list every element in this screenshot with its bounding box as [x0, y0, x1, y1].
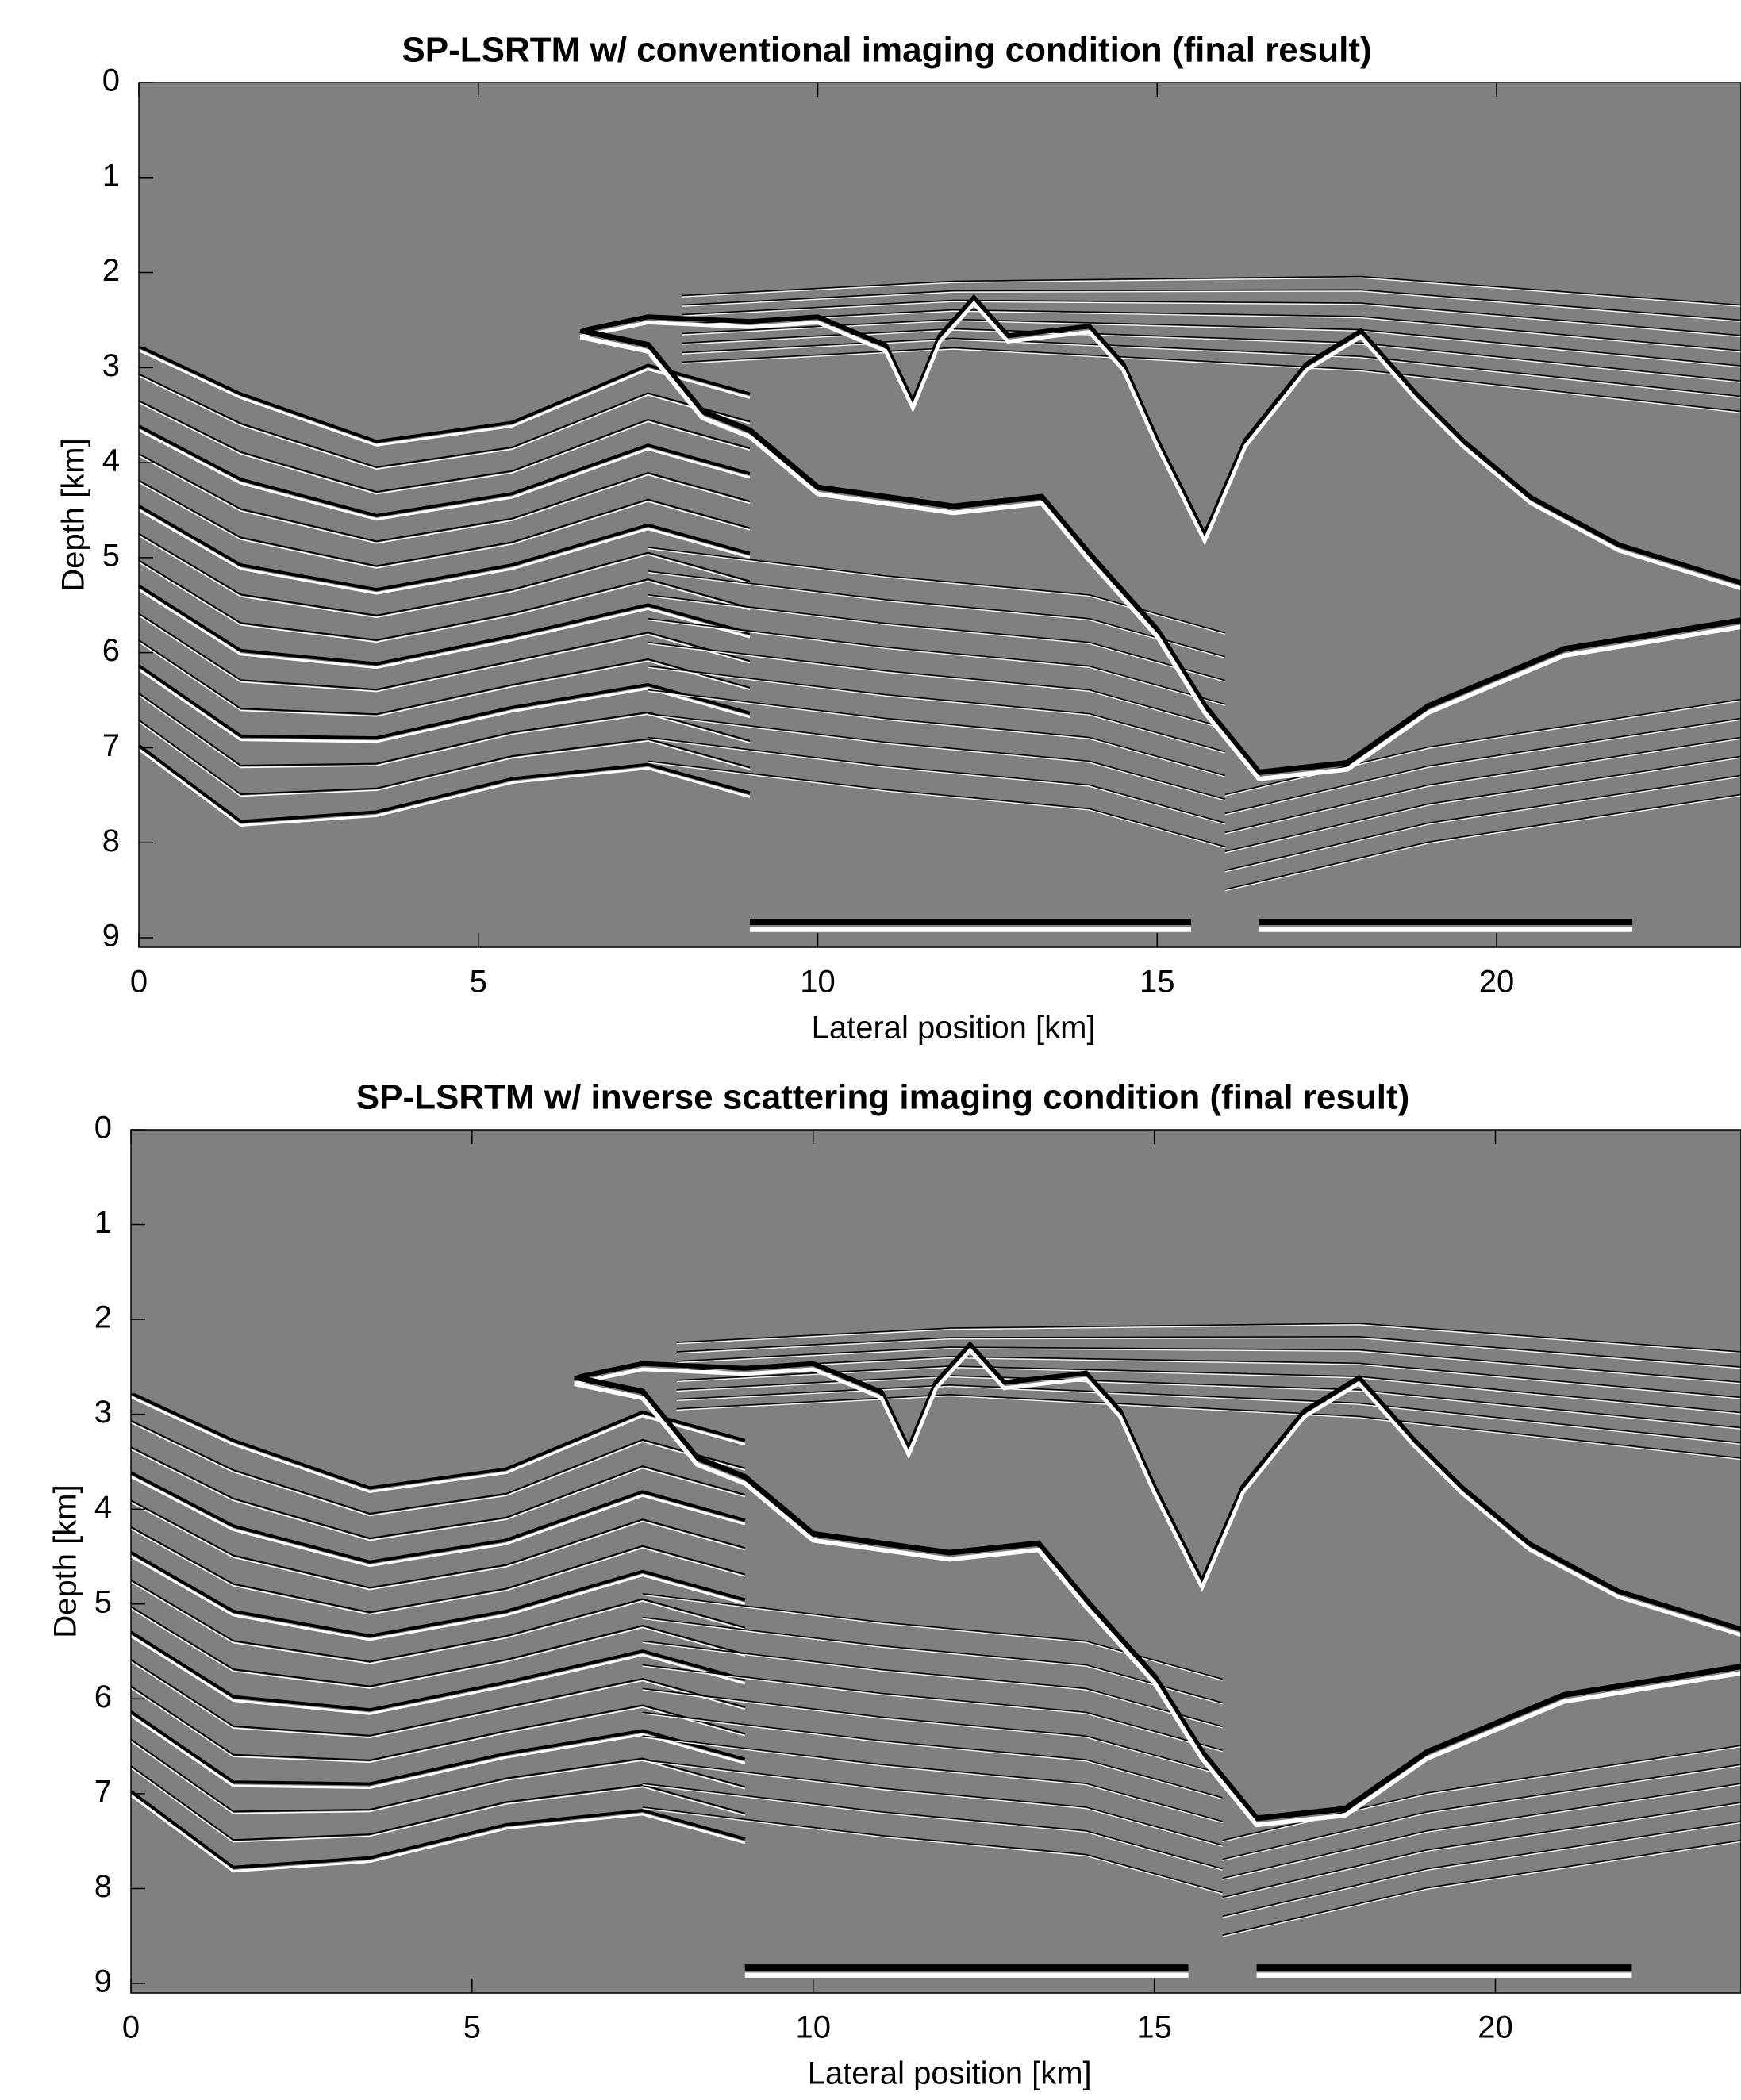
y-tick-label: 4 — [102, 443, 120, 478]
y-tick-label: 7 — [102, 728, 120, 763]
y-axis-label: Depth [km] — [56, 438, 91, 591]
y-axis-label: Depth [km] — [48, 1484, 83, 1637]
figure: 051015200123456789SP-LSRTM w/ convention… — [0, 0, 1741, 2100]
y-tick-label: 6 — [102, 633, 120, 668]
y-tick-label: 2 — [102, 253, 120, 288]
y-tick-label: 9 — [94, 1964, 112, 1999]
y-tick-label: 0 — [102, 63, 120, 98]
chart-title: SP-LSRTM w/ inverse scattering imaging c… — [356, 1078, 1410, 1117]
y-tick-label: 8 — [94, 1869, 112, 1904]
x-tick-label: 0 — [130, 965, 148, 1000]
y-tick-label: 1 — [94, 1205, 112, 1240]
y-tick-label: 3 — [94, 1395, 112, 1430]
y-tick-label: 0 — [94, 1111, 112, 1146]
x-tick-label: 0 — [122, 2010, 140, 2045]
x-tick-label: 5 — [470, 965, 487, 1000]
x-axis-label: Lateral position [km] — [808, 2056, 1092, 2091]
x-tick-label: 15 — [1136, 2010, 1172, 2045]
x-tick-label: 10 — [800, 965, 836, 1000]
y-tick-label: 9 — [102, 919, 120, 954]
x-tick-label: 20 — [1478, 2010, 1513, 2045]
y-tick-label: 7 — [94, 1774, 112, 1809]
x-axis-label: Lateral position [km] — [812, 1011, 1096, 1046]
y-tick-label: 3 — [102, 348, 120, 383]
y-tick-label: 4 — [94, 1490, 112, 1525]
x-tick-label: 15 — [1140, 965, 1175, 1000]
x-tick-label: 5 — [463, 2010, 481, 2045]
x-tick-label: 20 — [1479, 965, 1515, 1000]
y-tick-label: 5 — [102, 538, 120, 573]
y-tick-label: 1 — [102, 158, 120, 193]
x-tick-label: 10 — [795, 2010, 831, 2045]
y-tick-label: 5 — [94, 1584, 112, 1619]
chart-title: SP-LSRTM w/ conventional imaging conditi… — [402, 31, 1371, 70]
y-tick-label: 8 — [102, 823, 120, 858]
y-tick-label: 6 — [94, 1680, 112, 1714]
y-tick-label: 2 — [94, 1300, 112, 1335]
